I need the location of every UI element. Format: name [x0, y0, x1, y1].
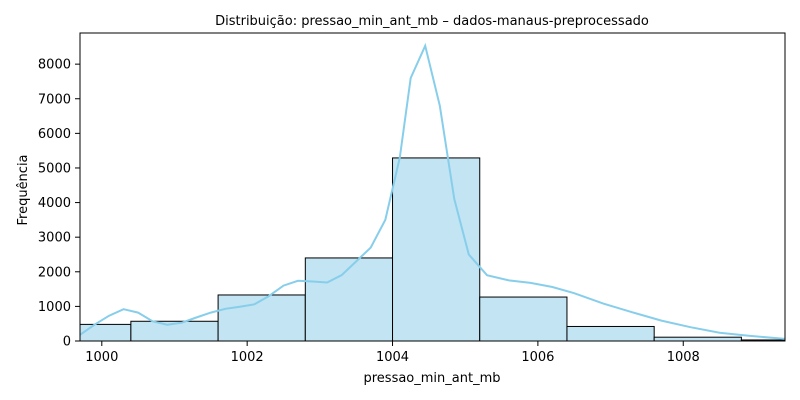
x-axis-ticks: 1000 1002 1004 1006 1008 — [85, 341, 700, 365]
y-tick-label: 0 — [63, 335, 71, 350]
kde-curve — [79, 42, 786, 340]
plot-frame — [79, 32, 786, 342]
y-tick-label: 1000 — [38, 300, 71, 315]
y-tick-label: 7000 — [38, 92, 71, 107]
x-axis-label: pressao_min_ant_mb — [363, 371, 500, 386]
y-axis-label: Frequência — [16, 154, 31, 225]
y-tick-label: 3000 — [38, 231, 71, 246]
histogram-bar-6 — [566, 325, 655, 342]
histogram-bar-2 — [217, 294, 306, 342]
histogram-bar-3 — [304, 257, 394, 342]
x-tick-label: 1008 — [667, 350, 700, 365]
y-tick-label: 5000 — [38, 161, 71, 176]
y-tick-label: 8000 — [38, 58, 71, 73]
x-tick-label: 1006 — [521, 350, 554, 365]
y-tick-label: 4000 — [38, 196, 71, 211]
histogram-bar-0 — [79, 323, 132, 342]
histogram-bar-4 — [392, 157, 481, 342]
y-axis-ticks: 0 1000 2000 3000 4000 5000 6000 7000 8000 — [38, 58, 80, 350]
x-tick-label: 1002 — [231, 350, 264, 365]
histogram-bar-7 — [653, 336, 742, 342]
histogram-bars — [79, 157, 786, 342]
histogram-bar-5 — [479, 296, 568, 342]
chart-title: Distribuição: pressao_min_ant_mb – dados… — [215, 14, 649, 29]
y-tick-label: 2000 — [38, 265, 71, 280]
y-tick-label: 6000 — [38, 127, 71, 142]
x-tick-label: 1004 — [376, 350, 409, 365]
x-tick-label: 1000 — [85, 350, 118, 365]
